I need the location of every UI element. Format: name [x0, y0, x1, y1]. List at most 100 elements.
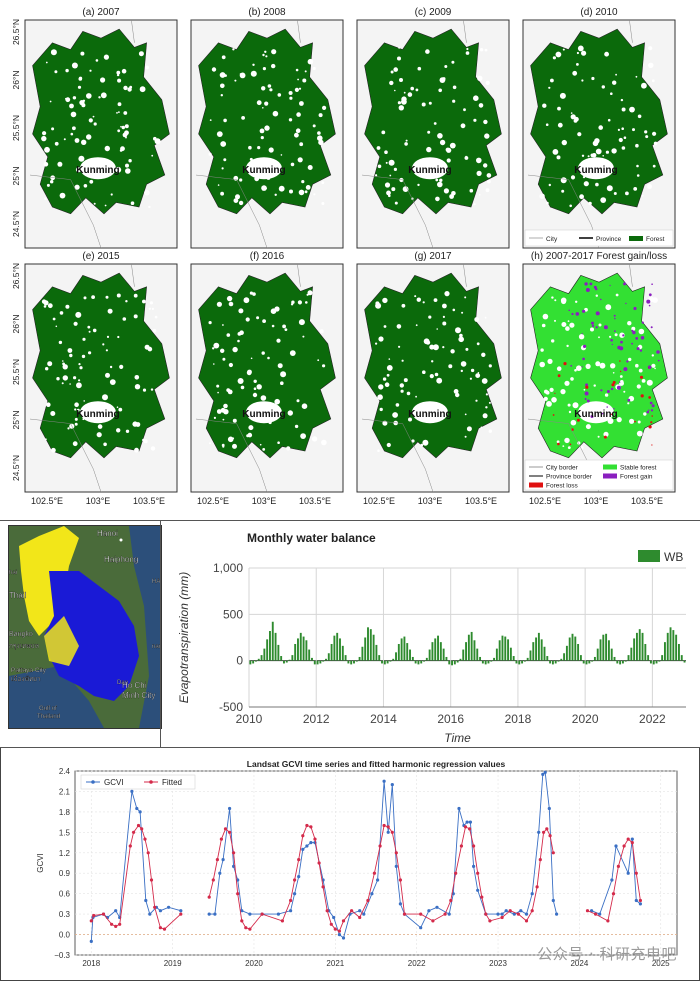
forest-gap	[567, 446, 571, 449]
x-tick-label: 2020	[572, 712, 599, 726]
forest-gap	[296, 112, 301, 117]
forest-gain-spot	[648, 304, 651, 307]
data-point	[476, 871, 480, 875]
data-point	[215, 858, 219, 862]
forest-gap	[318, 139, 324, 146]
forest-gap	[305, 185, 311, 190]
forest-gap	[564, 437, 570, 444]
satellite-map: Hanoi Haiphong Thail Bangko กรุงเทพมห Pattaya…	[8, 525, 162, 729]
forest-gap	[554, 299, 557, 302]
forest-gap	[461, 311, 464, 314]
forest-gap	[50, 411, 56, 416]
wb-bar	[672, 630, 675, 661]
wb-bar	[316, 660, 319, 665]
forest-gap	[572, 70, 578, 76]
forest-gap	[117, 78, 122, 83]
forest-gain-spot	[600, 298, 602, 301]
map-panel: (a) 2007 Kunming 26.5°N 26°N 25.5°N 25°N 24.5°…	[11, 7, 178, 249]
legend-label: WB	[664, 550, 683, 564]
urban-area	[79, 401, 116, 424]
forest-gap	[133, 314, 138, 319]
forest-gap	[41, 135, 47, 142]
forest-gap	[257, 146, 261, 150]
province-outline	[364, 272, 502, 459]
forest-loss-spot	[634, 420, 636, 423]
latitude-label: 25.5°N	[11, 359, 21, 385]
y-tick-label: 0.3	[59, 910, 71, 919]
forest-gap	[59, 192, 66, 199]
forest-gap	[277, 363, 283, 369]
forest-gap	[414, 295, 417, 298]
forest-gain-spot	[610, 387, 614, 391]
forest-gap	[635, 143, 639, 148]
x-tick-label: 2010	[236, 712, 263, 726]
forest-gap	[274, 193, 277, 196]
data-point	[376, 878, 380, 882]
wb-bar	[336, 632, 339, 661]
forest-gap	[105, 372, 110, 378]
forest-gap	[232, 418, 237, 423]
wb-bar	[355, 660, 358, 662]
wb-bar	[283, 660, 285, 664]
data-point	[454, 871, 458, 875]
data-point	[179, 912, 183, 916]
forest-gap	[611, 148, 617, 154]
forest-gap	[463, 108, 466, 112]
x-tick-label: 2018	[82, 959, 100, 968]
forest-gain-spot	[650, 326, 653, 329]
longitude-label: 103.5°E	[299, 496, 331, 506]
forest-gap	[488, 364, 492, 368]
data-point	[370, 892, 374, 896]
wb-bar	[630, 647, 633, 661]
data-point	[378, 844, 382, 848]
forest-gap	[378, 384, 384, 390]
forest-gain-spot	[619, 381, 621, 383]
forest-gap	[428, 315, 432, 319]
forest-gap	[598, 336, 600, 339]
forest-gap	[76, 382, 82, 389]
forest-gap	[217, 391, 219, 394]
forest-gap	[148, 307, 151, 310]
forest-gain-spot	[590, 415, 594, 418]
forest-gap	[290, 162, 295, 167]
forest-gain-spot	[606, 406, 608, 408]
forest-gap	[49, 100, 52, 103]
forest-gap	[74, 417, 78, 421]
map-title: (d) 2010	[580, 7, 618, 18]
forest-gap	[481, 378, 488, 384]
wb-bar	[666, 632, 669, 661]
longitude-label: 102.5°E	[363, 496, 395, 506]
wb-bar	[406, 643, 409, 661]
forest-gap	[286, 446, 291, 451]
forest-gap	[432, 344, 439, 351]
forest-gap	[256, 384, 262, 390]
data-point	[167, 905, 171, 909]
forest-gap	[623, 390, 626, 393]
forest-gap	[86, 93, 92, 99]
forest-gap	[591, 76, 595, 81]
city-border	[361, 418, 434, 493]
wb-bar	[294, 643, 297, 661]
forest-gap	[423, 338, 430, 345]
forest-gap	[442, 303, 447, 309]
forest-gain-spot	[648, 293, 652, 297]
forest-gap	[78, 76, 83, 81]
forest-gap	[58, 340, 63, 345]
wb-bar	[386, 660, 389, 664]
forest-gap	[223, 409, 229, 415]
data-point	[118, 922, 122, 926]
wb-bar	[271, 621, 274, 661]
forest-gap	[125, 300, 128, 303]
forest-gap	[43, 162, 49, 167]
longitude-label: 103.5°E	[465, 496, 497, 506]
urban-area	[411, 157, 448, 180]
forest-gap	[389, 174, 392, 177]
forest-gap	[398, 105, 404, 111]
forest-gap	[313, 193, 316, 196]
map-place-label: กรุงเทพมห	[9, 643, 39, 650]
map-place-label: Haiphong	[104, 555, 138, 564]
forest-gap	[452, 99, 456, 103]
forest-gap	[44, 146, 50, 153]
forest-maps-figure: (a) 2007 Kunming 26.5°N 26°N 25.5°N 25°N 24.5°…	[11, 7, 676, 506]
legend-box	[524, 229, 674, 247]
